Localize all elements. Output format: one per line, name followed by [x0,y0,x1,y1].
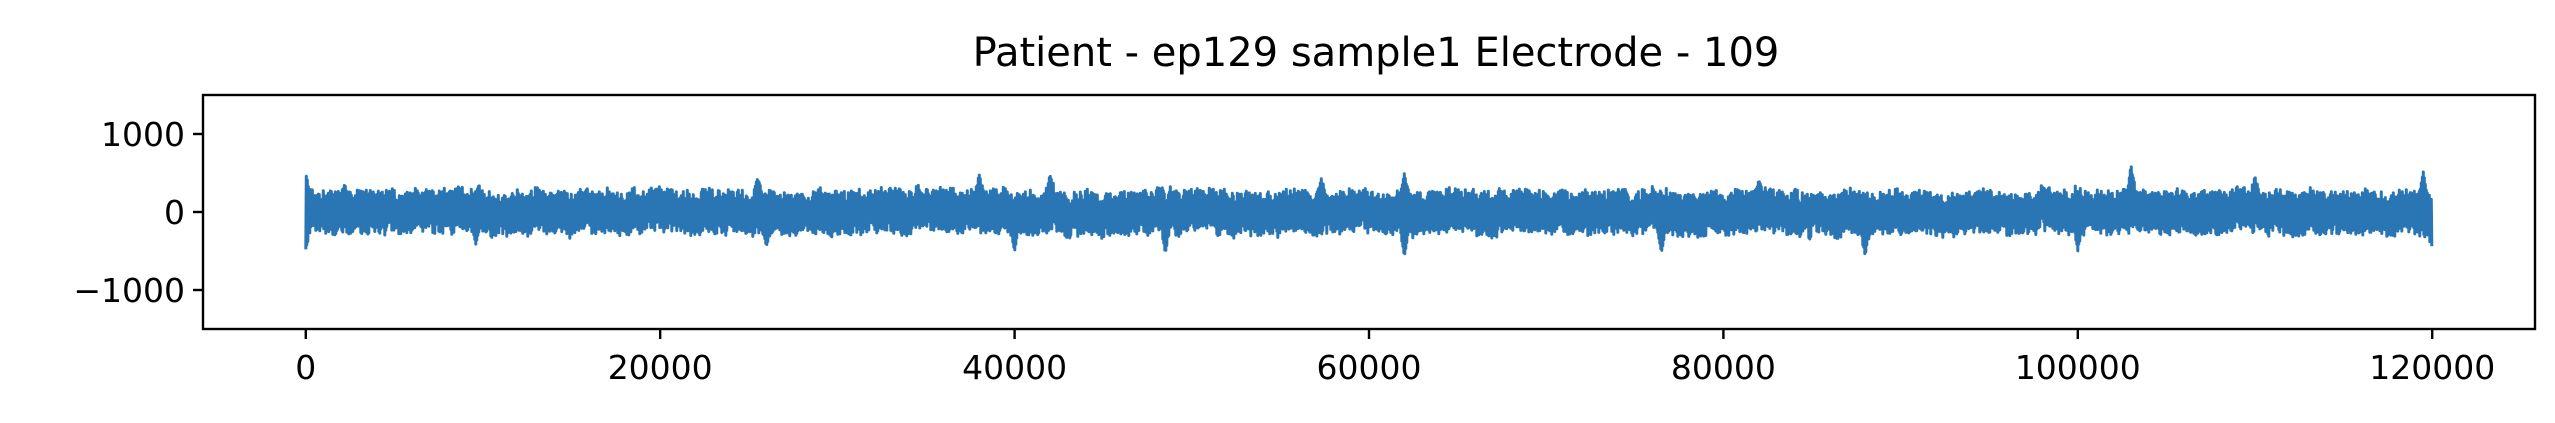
x-tick-label: 80000 [1671,348,1776,387]
y-tick-label: 0 [164,193,185,232]
x-tick-label: 0 [295,348,316,387]
x-tick-label: 100000 [2015,348,2141,387]
chart-title: Patient - ep129 sample1 Electrode - 109 [973,30,1780,76]
x-tick-label: 120000 [2369,348,2495,387]
x-axis: 0 20000 40000 60000 80000 100000 120000 [295,329,2495,387]
x-tick-label: 20000 [608,348,713,387]
plot-area [304,165,2434,256]
y-tick-label: −1000 [73,271,185,310]
y-tick-label: 1000 [101,115,185,154]
y-axis: 1000 0 −1000 [73,115,203,310]
x-tick-label: 60000 [1317,348,1422,387]
x-tick-label: 40000 [962,348,1067,387]
signal-line [304,165,2434,256]
